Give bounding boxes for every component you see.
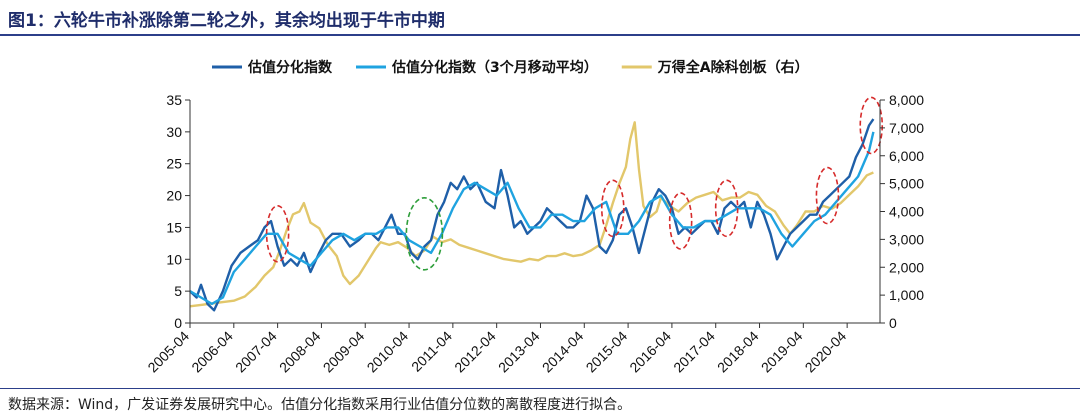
y-right-tick-label: 8,000 [889,92,924,108]
x-tick-label: 2011-04 [408,328,455,375]
y-right-tick-label: 2,000 [889,259,924,275]
source-note: 数据来源：Wind，广发证券发展研究中心。估值分化指数采用行业估值分位数的离散程… [8,397,632,413]
x-tick-label: 2020-04 [802,328,850,376]
x-tick-label: 2012-04 [451,328,499,376]
series-line-2 [189,131,875,306]
y-left-tick-label: 25 [166,156,182,172]
footer-divider [0,388,1080,389]
y-left-tick-label: 30 [166,124,182,140]
x-tick-label: 2006-04 [188,328,236,376]
x-tick-label: 2019-04 [758,328,806,376]
x-tick-label: 2014-04 [539,328,587,376]
x-tick-label: 2009-04 [320,328,368,376]
legend-label-1: 估值分化指数 [247,59,333,76]
legend-label-3: 万得全A除科创板（右） [657,59,809,76]
x-tick-label: 2016-04 [626,328,674,376]
x-tick-label: 2018-04 [714,328,762,376]
x-tick-label: 2008-04 [276,328,324,376]
y-left-tick-label: 20 [166,188,182,204]
y-left-tick-label: 5 [174,283,182,299]
highlight-ellipse-2 [405,197,444,271]
y-right-tick-label: 7,000 [889,120,924,136]
y-right-tick-label: 5,000 [889,176,924,192]
legend-label-2: 估值分化指数（3个月移动平均） [391,59,598,76]
y-left-tick-label: 35 [166,92,182,108]
y-left-tick-label: 10 [166,251,182,267]
highlight-ellipse-7 [859,96,884,155]
series-group [189,118,875,312]
y-right-tick-label: 4,000 [889,204,924,220]
y-right-tick-label: 6,000 [889,148,924,164]
annotations [265,96,884,271]
x-tick-label: 2005-04 [144,328,192,376]
x-tick-label: 2017-04 [670,328,718,376]
y-right-tick-label: 3,000 [889,231,924,247]
x-tick-label: 2015-04 [583,328,631,376]
legend: 估值分化指数 估值分化指数（3个月移动平均） 万得全A除科创板（右） [212,59,809,76]
page-title: 图1：六轮牛市补涨除第二轮之外，其余均出现于牛市中期 [8,11,445,31]
highlight-ellipse-4 [668,192,693,250]
highlight-ellipse-5 [714,179,739,238]
series-line-3 [189,121,874,308]
title-divider [0,34,1080,36]
series-line-1 [189,118,875,312]
highlight-ellipse-6 [815,166,840,225]
y-left-tick-label: 15 [166,219,182,235]
x-tick-label: 2013-04 [495,328,543,376]
y-right-tick-label: 1,000 [889,287,924,303]
x-tick-label: 2010-04 [364,328,412,376]
y-left-tick-label: 0 [174,315,182,331]
highlight-ellipse-1 [265,205,290,263]
highlight-ellipse-3 [600,179,625,238]
x-tick-label: 2007-04 [232,328,280,376]
y-right-tick-label: 0 [889,315,897,331]
